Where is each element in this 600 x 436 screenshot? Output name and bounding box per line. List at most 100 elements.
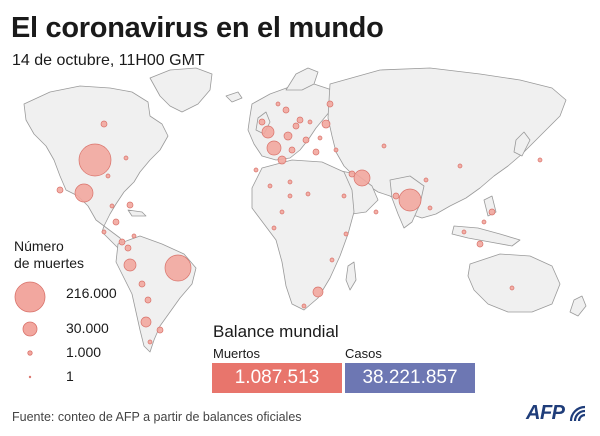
map-bubble-44 <box>476 240 484 248</box>
map-bubble-34 <box>275 101 281 107</box>
map-bubble-43 <box>427 205 433 211</box>
map-bubble-15 <box>156 326 164 334</box>
map-bubble-6 <box>101 229 107 235</box>
legend-title-line2: de muertes <box>14 255 85 271</box>
map-bubble-4 <box>126 201 134 209</box>
map-bubble-63 <box>253 167 259 173</box>
afp-logo-icon <box>569 405 585 422</box>
legend-label-1000: 1.000 <box>66 344 102 360</box>
map-bubble-7 <box>118 238 126 246</box>
south-america-shape <box>115 235 197 353</box>
map-bubble-50 <box>373 209 379 215</box>
page-title: El coronavirus en el mundo <box>11 12 384 44</box>
map-bubble-42 <box>392 192 400 200</box>
map-bubble-26 <box>302 136 310 144</box>
deaths-value: 1.087.513 <box>234 367 320 388</box>
cases-label: Casos <box>345 346 382 361</box>
legend-title: Número de muertes <box>14 238 84 272</box>
map-bubble-56 <box>301 303 307 309</box>
map-bubble-57 <box>329 257 335 263</box>
map-bubble-22 <box>266 140 282 156</box>
map-bubble-38 <box>341 193 347 199</box>
map-bubble-36 <box>333 147 339 153</box>
map-bubble-31 <box>307 119 313 125</box>
death-bubbles <box>56 100 543 345</box>
map-bubble-51 <box>305 191 311 197</box>
map-bubble-62 <box>267 183 273 189</box>
map-bubble-33 <box>326 100 334 108</box>
map-bubble-2 <box>56 186 64 194</box>
map-bubble-58 <box>343 231 349 237</box>
map-bubble-47 <box>461 229 467 235</box>
map-bubble-5 <box>112 218 120 226</box>
map-bubble-14 <box>140 316 152 328</box>
map-bubble-16 <box>147 339 153 345</box>
map-bubble-32 <box>321 119 331 129</box>
legend-bubble-3 <box>28 375 32 379</box>
map-bubble-8 <box>124 244 132 252</box>
map-bubble-1 <box>74 183 94 203</box>
map-bubble-27 <box>312 148 320 156</box>
map-bubble-23 <box>283 131 293 141</box>
map-bubble-61 <box>287 179 293 185</box>
map-bubble-41 <box>398 188 422 212</box>
map-bubble-20 <box>258 118 266 126</box>
map-bubble-60 <box>537 157 543 163</box>
map-bubble-46 <box>481 219 487 225</box>
legend-bubble-1 <box>22 321 38 337</box>
new-zealand-shape <box>569 295 587 317</box>
map-bubble-9 <box>123 258 137 272</box>
map-bubble-30 <box>282 106 290 114</box>
map-bubble-24 <box>288 146 296 154</box>
greenland-shape <box>149 67 213 113</box>
map-bubble-55 <box>312 286 324 298</box>
map-bubble-12 <box>138 280 146 288</box>
deaths-label: Muertos <box>213 346 260 361</box>
map-bubble-18 <box>123 155 129 161</box>
map-bubble-53 <box>279 209 285 215</box>
map-bubble-3 <box>105 173 111 179</box>
legend-label-1: 1 <box>66 368 74 384</box>
map-bubble-29 <box>292 122 300 130</box>
map-bubble-21 <box>261 125 275 139</box>
scandinavia-shape <box>285 67 319 91</box>
map-bubble-17 <box>100 120 108 128</box>
afp-logo: AFP <box>526 402 587 424</box>
indonesia-shape <box>451 225 521 247</box>
madagascar-shape <box>345 261 357 291</box>
japan-shape <box>513 131 531 157</box>
land-masses <box>23 67 587 353</box>
map-bubble-59 <box>509 285 515 291</box>
page-subtitle: 14 de octubre, 11H00 GMT <box>12 52 205 69</box>
map-bubble-40 <box>381 143 387 149</box>
map-bubble-28 <box>277 155 287 165</box>
map-bubble-19 <box>109 203 115 209</box>
cases-value-box: 38.221.857 <box>345 363 475 393</box>
cases-value: 38.221.857 <box>362 367 458 388</box>
caribbean-shape <box>127 209 147 217</box>
map-bubble-10 <box>131 233 137 239</box>
map-bubble-39 <box>353 169 371 187</box>
legend-label-216000: 216.000 <box>66 285 117 301</box>
map-bubble-45 <box>488 208 496 216</box>
map-bubble-52 <box>287 193 293 199</box>
deaths-value-box: 1.087.513 <box>212 363 342 393</box>
legend-bubble-0 <box>14 281 46 313</box>
iceland-shape <box>225 91 243 103</box>
map-bubble-49 <box>457 163 463 169</box>
afp-logo-text: AFP <box>526 401 565 424</box>
legend-title-line1: Número <box>14 238 64 254</box>
map-bubble-54 <box>271 225 277 231</box>
map-bubble-11 <box>164 254 192 282</box>
map-bubble-35 <box>317 135 323 141</box>
map-bubble-25 <box>296 116 304 124</box>
africa-shape <box>251 159 355 311</box>
source-note: Fuente: conteo de AFP a partir de balanc… <box>12 410 302 424</box>
balance-title: Balance mundial <box>213 322 339 341</box>
legend-label-30000: 30.000 <box>66 320 109 336</box>
map-bubble-48 <box>423 177 429 183</box>
map-bubble-13 <box>144 296 152 304</box>
australia-shape <box>467 253 561 313</box>
legend-bubble-2 <box>27 350 33 356</box>
